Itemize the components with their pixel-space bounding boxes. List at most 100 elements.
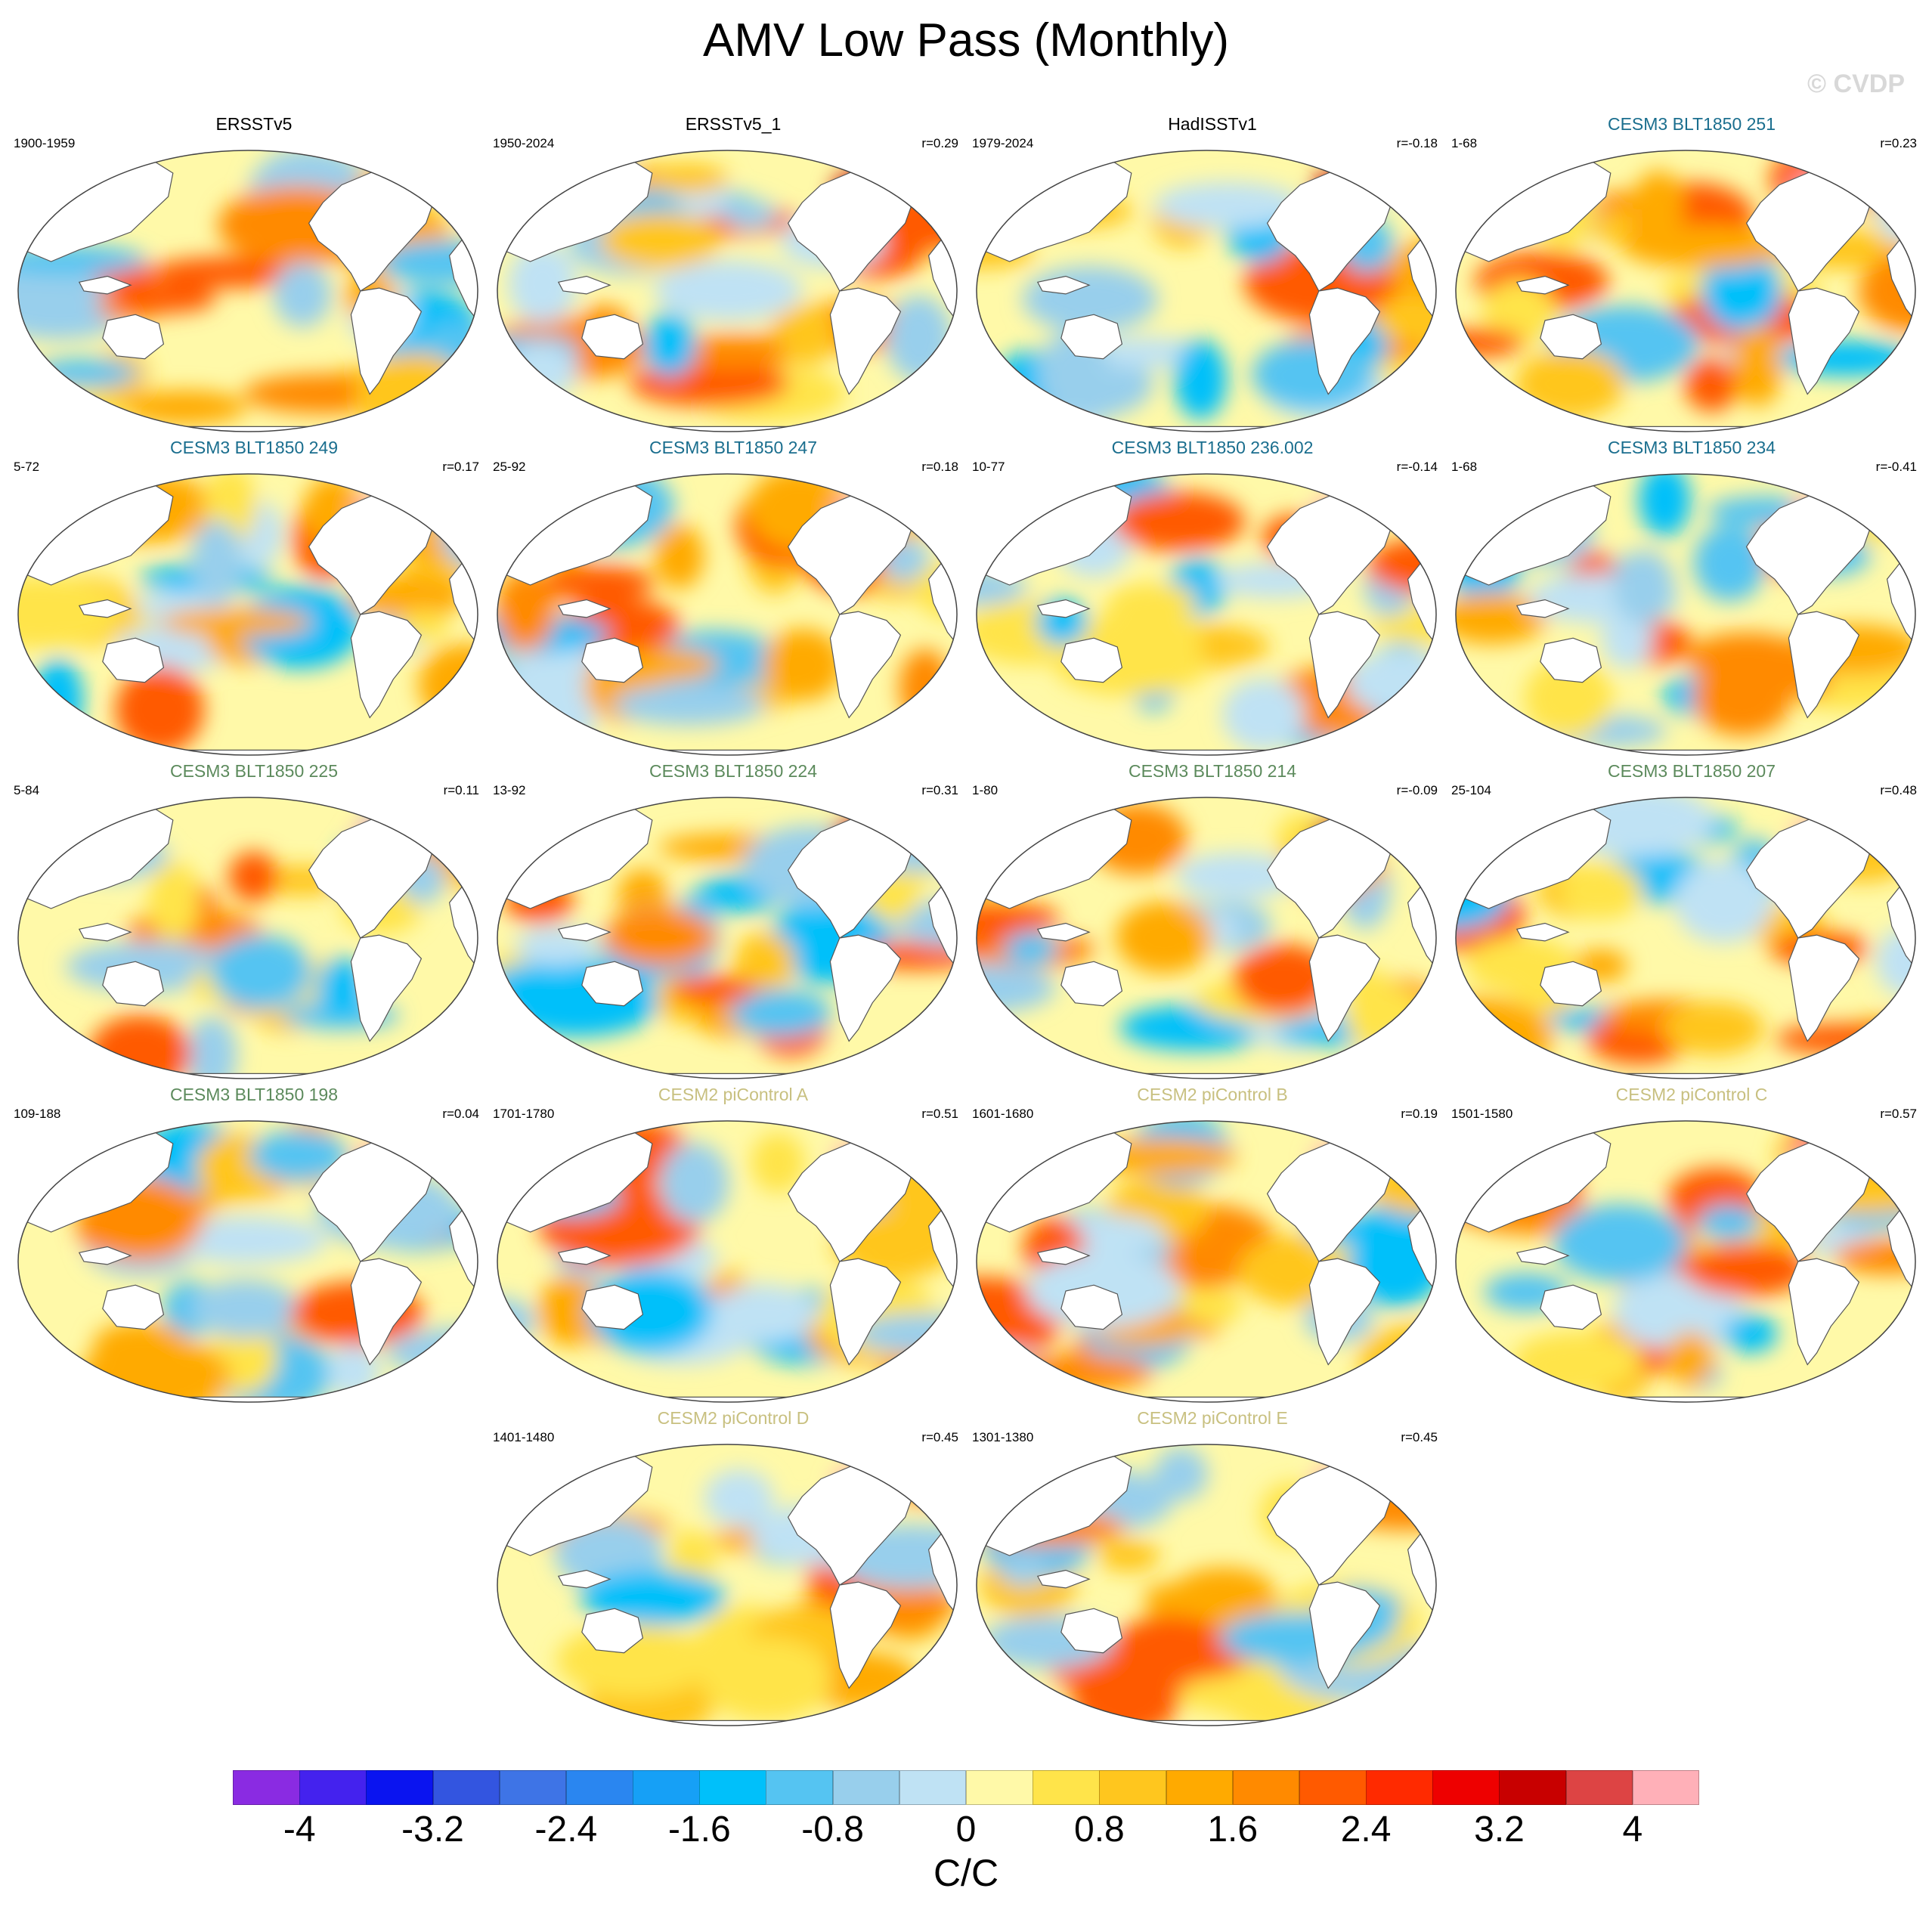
panel-title: CESM3 BLT1850 236.002	[1111, 438, 1314, 457]
map-panel: CESM3 BLT1850 198 109-188 r=0.04	[14, 1084, 494, 1409]
continent-australia	[102, 637, 165, 683]
colorbar-swatch	[1632, 1770, 1700, 1805]
sst-anomaly-field	[977, 797, 1436, 1079]
anomaly-blob	[648, 163, 729, 194]
panel-title: ERSSTv5_1	[685, 114, 782, 134]
anomaly-blob	[1698, 1205, 1760, 1241]
map-panel: HadISSTv1 1979-2024 r=-0.18	[972, 113, 1453, 438]
continent-indonesia	[557, 1569, 611, 1589]
panel-correlation: r=0.45	[1401, 1430, 1438, 1444]
continent-north-america	[1266, 160, 1395, 292]
colorbar-swatch	[1299, 1770, 1367, 1805]
continent-australia	[1060, 314, 1123, 360]
continent-australia	[102, 961, 165, 1007]
anomaly-blob	[708, 1284, 819, 1343]
map-panel: CESM2 piControl A 1701-1780 r=0.51	[493, 1084, 974, 1409]
continent-south-america	[829, 1581, 902, 1689]
continent-indonesia	[1036, 1569, 1091, 1589]
anomaly-blob	[778, 303, 837, 365]
anomaly-blob	[1000, 1555, 1048, 1587]
colorbar-tick-label: -3.2	[401, 1809, 464, 1850]
continent-antarctica	[1065, 1720, 1348, 1726]
anomaly-blob	[115, 665, 205, 754]
colorbar-swatch	[633, 1770, 700, 1805]
panel-correlation: r=0.57	[1880, 1107, 1917, 1121]
robinson-map	[17, 1120, 478, 1403]
continent-north-america	[308, 484, 436, 615]
panel-years: 1950-2024	[493, 136, 555, 150]
map-panel: CESM2 piControl E 1301-1380 r=0.45	[972, 1407, 1453, 1732]
anomaly-blob	[1373, 291, 1436, 346]
continent-australia	[581, 961, 644, 1007]
sst-anomaly-field	[1456, 150, 1915, 432]
anomaly-blob	[1482, 279, 1556, 346]
panel-years: 25-92	[493, 460, 526, 474]
sst-anomaly-field	[18, 150, 478, 432]
map-panel: CESM2 piControl B 1601-1680 r=0.19	[972, 1084, 1453, 1409]
robinson-map	[497, 150, 958, 432]
figure-title: AMV Low Pass (Monthly)	[703, 14, 1229, 67]
map-panel: CESM2 piControl D 1401-1480 r=0.45	[493, 1407, 974, 1732]
map-boundary	[976, 1444, 1437, 1726]
anomaly-blob	[599, 212, 721, 268]
continent-antarctica	[1544, 1396, 1827, 1402]
panel-years: 10-77	[972, 460, 1005, 474]
continent-south-america	[350, 934, 423, 1042]
anomaly-blob	[1222, 678, 1305, 751]
panel-title: CESM3 BLT1850 198	[169, 1085, 339, 1104]
map-panel: CESM3 BLT1850 236.002 10-77 r=-0.14	[972, 437, 1453, 762]
anomaly-blob	[977, 963, 1056, 1014]
panel-correlation: r=0.29	[921, 136, 958, 150]
continent-north-america	[1266, 807, 1395, 939]
copyright-watermark: © CVDP	[1807, 70, 1905, 98]
map-panel: ERSSTv5 1900-1959	[14, 113, 494, 438]
sst-anomaly-field	[1456, 1121, 1915, 1402]
continent-north-america	[787, 1131, 915, 1262]
continent-indonesia	[1036, 275, 1091, 295]
colorbar-tick-label: -0.8	[801, 1809, 864, 1850]
anomaly-blob	[643, 312, 696, 376]
continent-south-america	[829, 934, 902, 1042]
map-panel: CESM3 BLT1850 247 25-92 r=0.18	[493, 437, 974, 762]
anomaly-blob	[18, 801, 57, 853]
continent-indonesia	[1516, 1246, 1570, 1265]
panel-title: CESM3 BLT1850 251	[1607, 114, 1776, 134]
panel-years: 1401-1480	[493, 1430, 555, 1444]
continent-south-america	[1788, 611, 1860, 719]
continent-north-america	[787, 1454, 915, 1586]
anomaly-blob	[1723, 1314, 1778, 1353]
anomaly-blob	[1667, 1331, 1714, 1387]
continent-indonesia	[557, 275, 611, 295]
map-panel: CESM3 BLT1850 207 25-104 r=0.48	[1451, 760, 1932, 1085]
panel-years: 1501-1580	[1451, 1107, 1513, 1121]
colorbar-swatch	[1166, 1770, 1234, 1805]
panel-correlation: r=0.04	[442, 1107, 479, 1121]
panel-correlation: r=0.45	[921, 1430, 958, 1444]
robinson-map	[17, 150, 478, 432]
robinson-map	[497, 1120, 958, 1403]
anomaly-blob	[1638, 474, 1691, 537]
continent-south-america	[1308, 1258, 1381, 1366]
continent-indonesia	[78, 1246, 132, 1265]
anomaly-blob	[670, 975, 755, 1005]
continent-australia	[102, 314, 165, 360]
map-boundary	[976, 1120, 1437, 1403]
anomaly-blob	[1111, 491, 1246, 552]
colorbar-swatch	[1432, 1770, 1500, 1805]
sst-anomaly-field	[497, 797, 957, 1079]
anomaly-blob	[1553, 1203, 1687, 1283]
continent-australia	[1060, 961, 1123, 1007]
anomaly-blob	[1524, 658, 1613, 738]
anomaly-blob	[751, 1132, 805, 1193]
map-boundary	[976, 150, 1437, 432]
continent-north-america	[1266, 1454, 1395, 1586]
anomaly-blob	[1390, 491, 1436, 525]
anomaly-blob	[704, 1469, 774, 1528]
anomaly-blob	[209, 934, 312, 1010]
colorbar-swatch	[1232, 1770, 1300, 1805]
continent-australia	[581, 314, 644, 360]
continent-north-america	[787, 160, 915, 292]
colorbar-swatch	[1499, 1770, 1567, 1805]
colorbar-swatch	[832, 1770, 900, 1805]
anomaly-blob	[541, 565, 655, 601]
